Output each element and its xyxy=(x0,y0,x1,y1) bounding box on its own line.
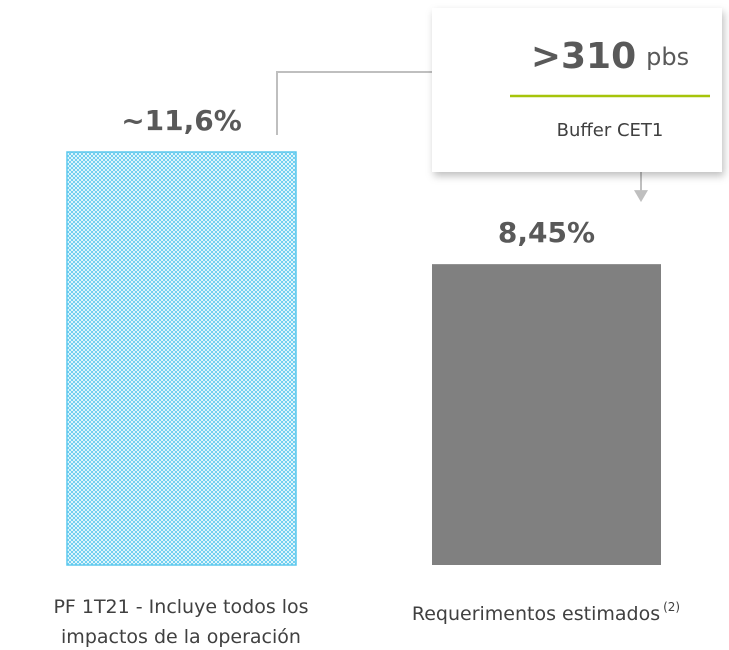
arrow-head xyxy=(634,190,648,203)
value-label: 8,45% xyxy=(498,216,595,249)
category-note: (2) xyxy=(663,600,681,614)
callout-value: >310 pbs xyxy=(531,36,689,77)
value-label: ~11,6% xyxy=(121,104,242,137)
bar xyxy=(66,151,297,566)
category-label-group: Requerimentos estimados (2) xyxy=(406,592,686,629)
category-label: PF 1T21 - Incluye todos los impactos de … xyxy=(53,596,309,648)
bar xyxy=(432,264,661,565)
callout-box xyxy=(432,8,722,172)
callout-number: >310 xyxy=(531,36,636,77)
category-label: Requerimentos estimados xyxy=(411,603,661,625)
callout-unit: pbs xyxy=(646,43,689,71)
connector xyxy=(276,71,432,135)
callout-text: Buffer CET1 xyxy=(557,120,664,141)
